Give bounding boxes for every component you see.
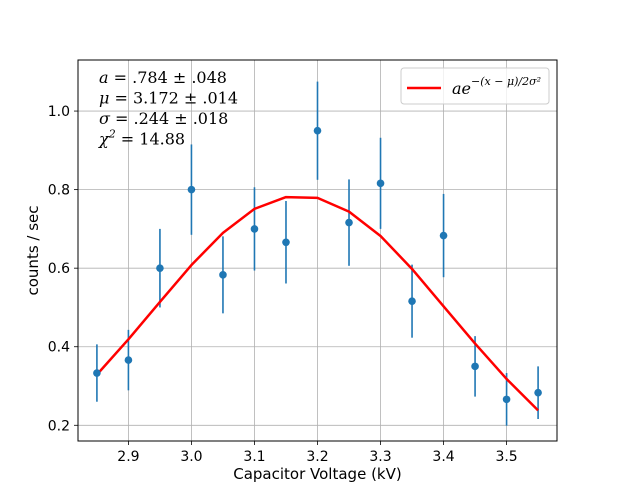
fit-parameter-value: = .784 ± .048 — [109, 68, 227, 87]
fit-parameter-2: σ = .244 ± .018 — [99, 109, 228, 128]
ticks: 2.9 3.0 3.1 3.2 3.3 3.4 3.5 0.2 0.4 0.6 0.8 1.0 — [48, 104, 518, 465]
legend-fit-exponent: −(x − μ)/2σ² — [471, 75, 541, 88]
fit-parameter-value: = 3.172 ± .014 — [109, 89, 238, 108]
legend-fit-label: ae−(x − μ)/2σ² — [452, 75, 541, 98]
data-point — [156, 264, 164, 272]
y-tick-label: 1.0 — [48, 104, 70, 120]
data-point — [250, 225, 259, 233]
fit-parameter-value: = 14.88 — [116, 130, 185, 149]
data-point — [376, 179, 385, 188]
data-point — [408, 297, 416, 305]
data-point — [219, 271, 227, 279]
data-point — [124, 356, 133, 364]
x-tick-label: 3.0 — [180, 449, 202, 465]
legend-fit-base: ae — [452, 79, 471, 98]
data-point — [93, 369, 101, 377]
fit-curve — [95, 195, 539, 412]
x-tick-label: 3.3 — [369, 449, 391, 465]
y-tick-label: 0.6 — [48, 261, 70, 277]
y-axis-label: counts / sec — [24, 205, 42, 295]
y-tick-label: 0.4 — [48, 340, 70, 356]
x-tick-label: 3.5 — [495, 449, 517, 465]
x-tick-label: 3.1 — [243, 449, 265, 465]
data-point — [534, 388, 542, 397]
x-tick-label: 2.9 — [117, 449, 139, 465]
data-point — [313, 126, 322, 135]
fit-parameter-superscript: 2 — [108, 128, 116, 141]
fit-parameter-symbol: σ — [99, 109, 111, 128]
legend-box — [400, 67, 550, 105]
fit-parameter-value: = .244 ± .018 — [110, 109, 228, 128]
data-point — [345, 218, 353, 227]
fit-parameter-symbol: a — [99, 68, 109, 87]
data-point — [282, 238, 290, 247]
fit-parameter-3: χ2 = 14.88 — [98, 128, 185, 149]
y-tick-label: 0.8 — [48, 183, 70, 199]
data-point — [187, 185, 196, 194]
data-point — [439, 231, 448, 240]
x-tick-label: 3.2 — [306, 449, 328, 465]
fit-parameter-symbol: μ — [99, 89, 109, 108]
x-tick-label: 3.4 — [432, 449, 454, 465]
y-tick-label: 0.2 — [48, 418, 70, 434]
x-axis-label: Capacitor Voltage (kV) — [233, 465, 401, 483]
fit-parameter-1: μ = 3.172 ± .014 — [99, 89, 238, 108]
legend: ae−(x − μ)/2σ² — [400, 67, 550, 105]
fit-parameter-0: a = .784 ± .048 — [99, 68, 227, 87]
series-layer — [93, 81, 542, 426]
data-point — [502, 395, 511, 404]
data-point — [471, 362, 479, 371]
fit-parameter-symbol: χ — [98, 130, 110, 149]
